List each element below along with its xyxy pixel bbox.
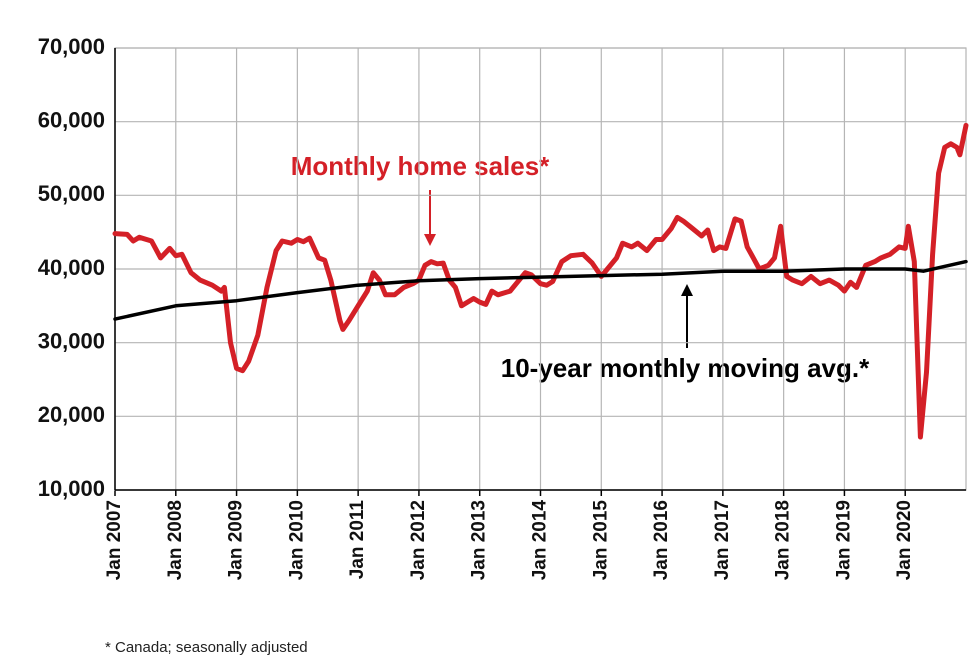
y-tick-label: 40,000 bbox=[38, 255, 105, 280]
series-line bbox=[113, 259, 968, 321]
y-tick-label: 10,000 bbox=[38, 476, 105, 501]
y-tick-label: 60,000 bbox=[38, 107, 105, 132]
x-tick-label: Jan 2008 bbox=[165, 500, 186, 580]
x-tick-label: Jan 2010 bbox=[286, 500, 307, 580]
arrowhead-avg bbox=[681, 284, 693, 296]
x-tick-label: Jan 2007 bbox=[104, 500, 125, 580]
x-tick-label: Jan 2012 bbox=[408, 500, 429, 580]
y-tick-label: 30,000 bbox=[38, 328, 105, 353]
series-line bbox=[112, 122, 969, 440]
footnote: * Canada; seasonally adjusted bbox=[105, 639, 308, 656]
x-tick-label: Jan 2009 bbox=[226, 500, 247, 580]
x-tick-label: Jan 2018 bbox=[773, 500, 794, 580]
arrowhead-sales bbox=[424, 234, 436, 246]
annotation-sales: Monthly home sales* bbox=[291, 151, 550, 181]
x-tick-label: Jan 2019 bbox=[833, 500, 854, 580]
x-tick-label: Jan 2020 bbox=[894, 500, 915, 580]
x-tick-label: Jan 2011 bbox=[347, 500, 368, 580]
x-tick-label: Jan 2016 bbox=[651, 500, 672, 580]
y-tick-label: 20,000 bbox=[38, 402, 105, 427]
y-tick-label: 70,000 bbox=[38, 34, 105, 59]
x-tick-label: Jan 2015 bbox=[590, 500, 611, 581]
x-tick-label: Jan 2014 bbox=[530, 500, 551, 581]
x-tick-label: Jan 2017 bbox=[712, 500, 733, 580]
x-tick-label: Jan 2013 bbox=[469, 500, 490, 580]
annotation-avg: 10-year monthly moving avg.* bbox=[501, 353, 870, 383]
y-tick-label: 50,000 bbox=[38, 181, 105, 206]
